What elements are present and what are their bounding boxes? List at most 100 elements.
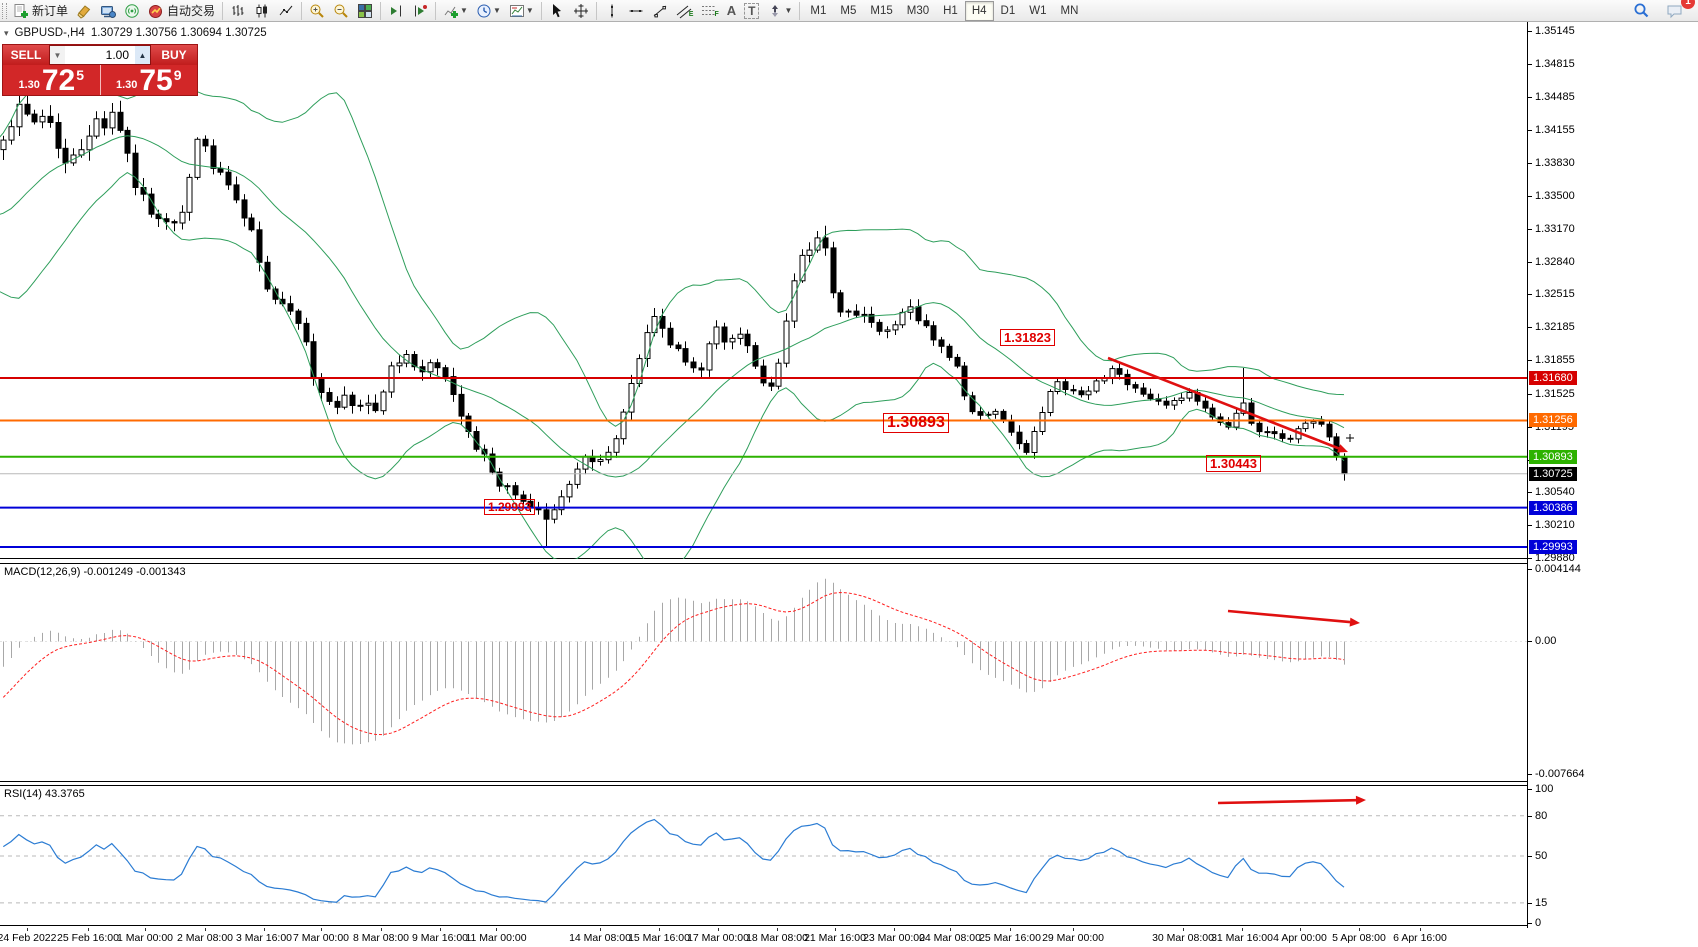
timeframe-button-m15[interactable]: M15 bbox=[870, 4, 893, 17]
price-pane[interactable]: ▾ GBPUSD-,H4 1.30729 1.30756 1.30694 1.3… bbox=[0, 22, 1527, 559]
zoom-out-button[interactable] bbox=[329, 1, 353, 21]
chevron-down-icon: ▼ bbox=[460, 6, 468, 15]
date-label: 8 Mar 08:00 bbox=[352, 932, 410, 944]
notifications-button[interactable]: 1 bbox=[1662, 0, 1695, 21]
chart-marker-icon: ▾ bbox=[4, 27, 9, 38]
chevron-down-icon: ▼ bbox=[492, 6, 501, 15]
tile-windows-button[interactable] bbox=[353, 1, 377, 21]
date-tick bbox=[1420, 928, 1421, 931]
timeframe-button-m5[interactable]: M5 bbox=[840, 4, 857, 17]
horizontal-line-tool-button[interactable] bbox=[624, 1, 648, 21]
date-tick bbox=[440, 928, 441, 931]
sell-price[interactable]: 1.30 72 5 bbox=[3, 65, 101, 96]
date-label: 15 Mar 16:00 bbox=[628, 932, 690, 944]
cursor-tool-button[interactable] bbox=[545, 1, 569, 21]
date-label: 24 Feb 2022 bbox=[0, 932, 57, 944]
date-label: 25 Mar 16:00 bbox=[979, 932, 1041, 944]
toolbar-grip bbox=[2, 2, 7, 19]
price-axis[interactable]: 1.35145 1.34815 1.34485 1.34155 1.33830 1.335… bbox=[1527, 22, 1597, 929]
indicators-menu-button[interactable]: ▼ bbox=[439, 1, 472, 21]
date-tick bbox=[381, 928, 382, 931]
annotation-1.29993[interactable]: 1.29993 bbox=[484, 499, 536, 515]
axis-tick bbox=[1528, 360, 1532, 361]
periods-menu-button[interactable]: ▼ bbox=[472, 1, 505, 21]
new-order-icon bbox=[13, 3, 29, 19]
price-axis-label: 1.31525 bbox=[1535, 388, 1575, 400]
search-button[interactable] bbox=[1629, 1, 1654, 21]
date-tick bbox=[718, 928, 719, 931]
annotation-1.30893[interactable]: 1.30893 bbox=[883, 413, 949, 433]
arrows-tool-button[interactable]: ▼ bbox=[763, 1, 796, 21]
price-axis-label: 1.32515 bbox=[1535, 288, 1575, 300]
macd-canvas[interactable] bbox=[0, 564, 1527, 783]
symbol-quotes: 1.30729 1.30756 1.30694 1.30725 bbox=[90, 27, 267, 39]
signal-button[interactable] bbox=[120, 1, 144, 21]
volume-value[interactable]: 1.00 bbox=[105, 48, 129, 62]
text-tool-button[interactable]: A bbox=[723, 1, 740, 21]
line-chart-mode-button[interactable] bbox=[274, 1, 298, 21]
price-axis-label: 1.32840 bbox=[1535, 256, 1575, 268]
volume-increase-button[interactable]: ▲ bbox=[135, 46, 150, 64]
timeframe-button-w1[interactable]: W1 bbox=[1029, 4, 1047, 17]
date-label: 21 Mar 16:00 bbox=[804, 932, 866, 944]
macd-pane[interactable]: MACD(12,26,9) -0.001249 -0.001343 bbox=[0, 563, 1527, 782]
price-axis-label: 1.32185 bbox=[1535, 321, 1575, 333]
timeframe-button-h1[interactable]: H1 bbox=[943, 4, 958, 17]
candlestick-mode-button[interactable] bbox=[250, 1, 274, 21]
timeframe-button-m1[interactable]: M1 bbox=[810, 4, 827, 17]
label-tool-label: T bbox=[744, 2, 760, 19]
text-tool-label: A bbox=[726, 3, 737, 18]
date-tick bbox=[835, 928, 836, 931]
downtrend-arrow-price[interactable] bbox=[1107, 356, 1348, 453]
date-label: 31 Mar 16:00 bbox=[1211, 932, 1273, 944]
axis-tick bbox=[1528, 903, 1532, 904]
date-label: 25 Feb 16:00 bbox=[57, 932, 119, 944]
equidistant-channel-tool-button[interactable]: E bbox=[672, 1, 698, 21]
auto-trading-icon bbox=[148, 3, 164, 19]
downtrend-arrow-macd[interactable] bbox=[1227, 609, 1360, 627]
date-tick bbox=[600, 928, 601, 931]
axis-tick bbox=[1528, 130, 1532, 131]
buy-price[interactable]: 1.30 75 9 bbox=[115, 64, 182, 97]
chart-window: ▾ GBPUSD-,H4 1.30729 1.30756 1.30694 1.3… bbox=[0, 22, 1698, 947]
trendline-tool-button[interactable] bbox=[648, 1, 672, 21]
symbol-header: ▾ GBPUSD-,H4 1.30729 1.30756 1.30694 1.3… bbox=[4, 27, 267, 39]
axis-tick bbox=[1528, 558, 1532, 559]
bar-chart-mode-button[interactable] bbox=[226, 1, 250, 21]
date-label: 1 Mar 00:00 bbox=[116, 932, 174, 944]
date-label: 11 Mar 00:00 bbox=[465, 932, 527, 944]
templates-menu-button[interactable]: ▼ bbox=[505, 1, 538, 21]
fibonacci-tool-button[interactable]: F bbox=[697, 1, 722, 21]
brush-tool-button[interactable] bbox=[72, 1, 96, 21]
auto-trading-button[interactable]: 自动交易 bbox=[144, 1, 219, 21]
rsi-pane[interactable]: RSI(14) 43.3765 bbox=[0, 785, 1527, 926]
date-label: 30 Mar 08:00 bbox=[1152, 932, 1214, 944]
remote-terminal-button[interactable] bbox=[96, 1, 120, 21]
sell-button[interactable]: SELL bbox=[3, 45, 49, 65]
annotation-1.31823[interactable]: 1.31823 bbox=[1000, 329, 1055, 346]
chart-shift-button[interactable] bbox=[384, 1, 408, 21]
crosshair-tool-button[interactable] bbox=[569, 1, 593, 21]
flat-arrow-rsi[interactable] bbox=[1217, 795, 1366, 805]
volume-decrease-button[interactable]: ▼ bbox=[50, 46, 65, 64]
axis-tick bbox=[1528, 816, 1532, 817]
date-label: 2 Mar 08:00 bbox=[176, 932, 234, 944]
timeframe-button-m30[interactable]: M30 bbox=[906, 4, 930, 17]
date-label: 7 Mar 00:00 bbox=[292, 932, 350, 944]
axis-tick bbox=[1528, 64, 1532, 65]
vertical-line-tool-button[interactable] bbox=[600, 1, 624, 21]
timeframe-button-d1[interactable]: D1 bbox=[1000, 4, 1016, 17]
timeframe-button-mn[interactable]: MN bbox=[1060, 4, 1079, 17]
auto-scroll-button[interactable] bbox=[408, 1, 432, 21]
axis-tick bbox=[1528, 427, 1532, 428]
price-axis-label: 1.29880 bbox=[1535, 552, 1575, 564]
annotation-1.30443[interactable]: 1.30443 bbox=[1206, 455, 1261, 472]
zoom-in-button[interactable] bbox=[305, 1, 329, 21]
price-chart-canvas[interactable] bbox=[0, 22, 1527, 559]
rsi-canvas[interactable] bbox=[0, 786, 1527, 927]
buy-button[interactable]: BUY bbox=[151, 45, 197, 65]
text-label-tool-button[interactable]: T bbox=[740, 1, 763, 21]
date-axis[interactable]: 24 Feb 2022 25 Feb 16:00 1 Mar 00:00 2 Mar … bbox=[0, 928, 1527, 947]
timeframe-button-h4[interactable]: H4 bbox=[964, 0, 994, 21]
new-order-button[interactable]: 新订单 bbox=[9, 1, 72, 21]
